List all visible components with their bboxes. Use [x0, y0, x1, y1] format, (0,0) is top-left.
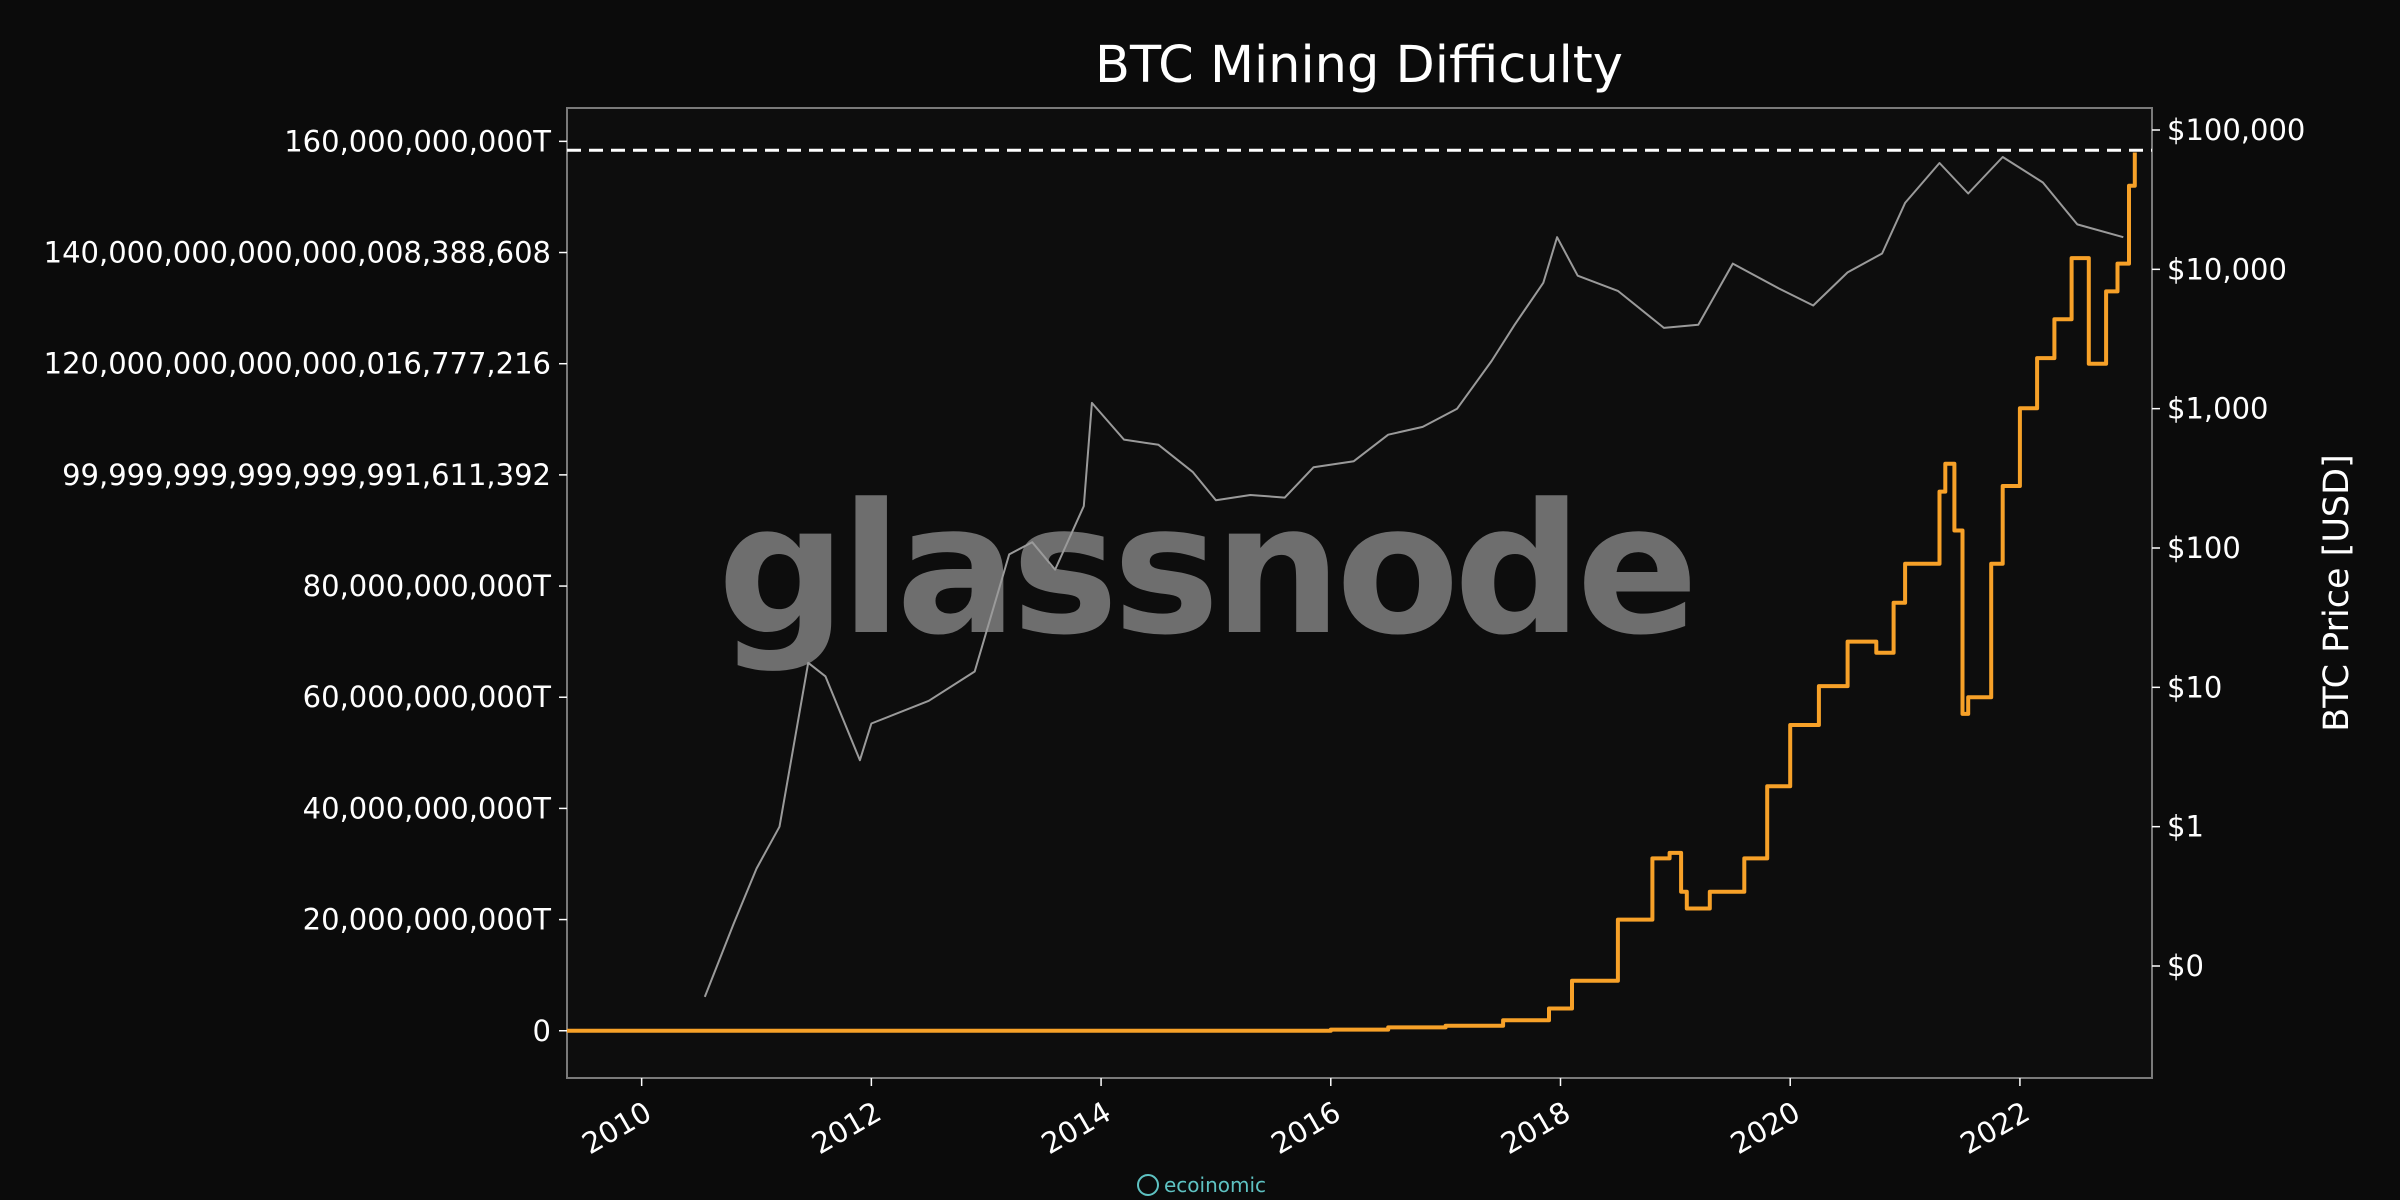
difficulty-series-line: [567, 152, 2137, 1033]
left-tick-label: 140,000,000,000,000,008,388,608: [44, 236, 551, 270]
footer-logo: ecoinomic: [1137, 1173, 1266, 1197]
right-tick-label: $10,000: [2167, 252, 2287, 286]
watermark: glassnode: [717, 466, 1698, 675]
footer-text: ecoinomic: [1164, 1173, 1266, 1197]
left-tick-label: 0: [533, 1014, 551, 1048]
left-tick-label: 120,000,000,000,000,016,777,216: [44, 347, 551, 381]
left-tick-label: 160,000,000,000T: [284, 124, 551, 158]
right-tick-label: $100,000: [2167, 113, 2305, 147]
right-axis: $0 $1 $10 $100 $1,000 $10,000 $100,000: [2152, 113, 2305, 983]
left-tick-label: 80,000,000,000T: [303, 569, 552, 603]
left-tick-label: 20,000,000,000T: [303, 903, 552, 937]
right-axis-label: BTC Price [USD]: [2317, 454, 2357, 732]
left-axis: 0 20,000,000,000T 40,000,000,000T 60,000,00…: [44, 124, 567, 1048]
right-tick-label: $0: [2167, 949, 2204, 983]
price-series-line: [703, 156, 2124, 998]
right-tick-label: $1: [2167, 810, 2204, 844]
right-tick-label: $1,000: [2167, 392, 2268, 426]
chart-title: BTC Mining Difficulty: [1095, 36, 1623, 95]
left-tick-label: 99,999,999,999,999,991,611,392: [62, 458, 551, 492]
right-tick-label: $100: [2167, 531, 2241, 565]
left-tick-label: 40,000,000,000T: [303, 791, 552, 825]
series-layer: [567, 152, 2137, 1033]
watermark-text: glassnode: [717, 466, 1692, 675]
plot-area: [566, 107, 2153, 1079]
ecoinomic-logo-icon: [1137, 1174, 1159, 1196]
right-tick-label: $10: [2167, 670, 2222, 704]
left-tick-label: 60,000,000,000T: [303, 680, 552, 714]
